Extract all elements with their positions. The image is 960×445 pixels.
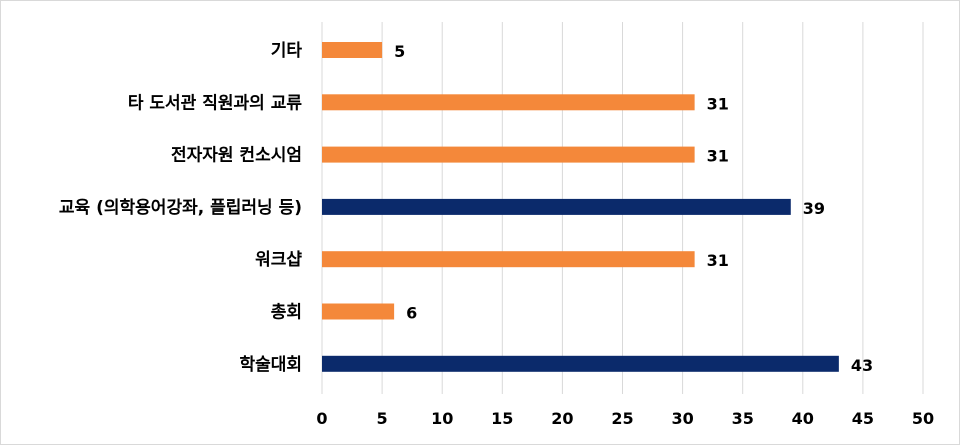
bar — [322, 303, 395, 320]
category-label: 학술대회 — [239, 355, 302, 375]
x-tick-label: 0 — [316, 409, 327, 428]
x-tick-label: 40 — [792, 409, 814, 428]
x-tick-label: 25 — [611, 409, 633, 428]
x-tick-label: 15 — [491, 409, 513, 428]
category-label: 전자자원 컨소시엄 — [171, 146, 302, 166]
data-label: 31 — [707, 94, 729, 113]
x-tick-label: 30 — [671, 409, 693, 428]
data-label: 6 — [406, 304, 417, 323]
bar — [322, 355, 839, 372]
bar — [322, 146, 695, 163]
x-tick-label: 45 — [852, 409, 874, 428]
bar — [322, 198, 791, 215]
x-tick-label: 35 — [732, 409, 754, 428]
category-label: 기타 — [271, 41, 303, 61]
category-label: 교육 (의학용어강좌, 플립러닝 등) — [59, 198, 302, 218]
x-tick-label: 10 — [431, 409, 453, 428]
x-tick-label: 50 — [912, 409, 934, 428]
bar — [322, 251, 695, 268]
data-label: 31 — [707, 147, 729, 166]
data-label: 31 — [707, 251, 729, 270]
data-label: 5 — [394, 42, 405, 61]
bar — [322, 42, 383, 58]
data-label: 39 — [803, 199, 825, 218]
category-label: 워크샵 — [255, 250, 302, 270]
bar — [322, 94, 695, 111]
data-label: 43 — [851, 356, 873, 375]
category-label: 타 도서관 직원과의 교류 — [128, 93, 303, 113]
x-tick-label: 5 — [377, 409, 388, 428]
category-label: 총회 — [271, 303, 302, 323]
x-tick-label: 20 — [551, 409, 573, 428]
